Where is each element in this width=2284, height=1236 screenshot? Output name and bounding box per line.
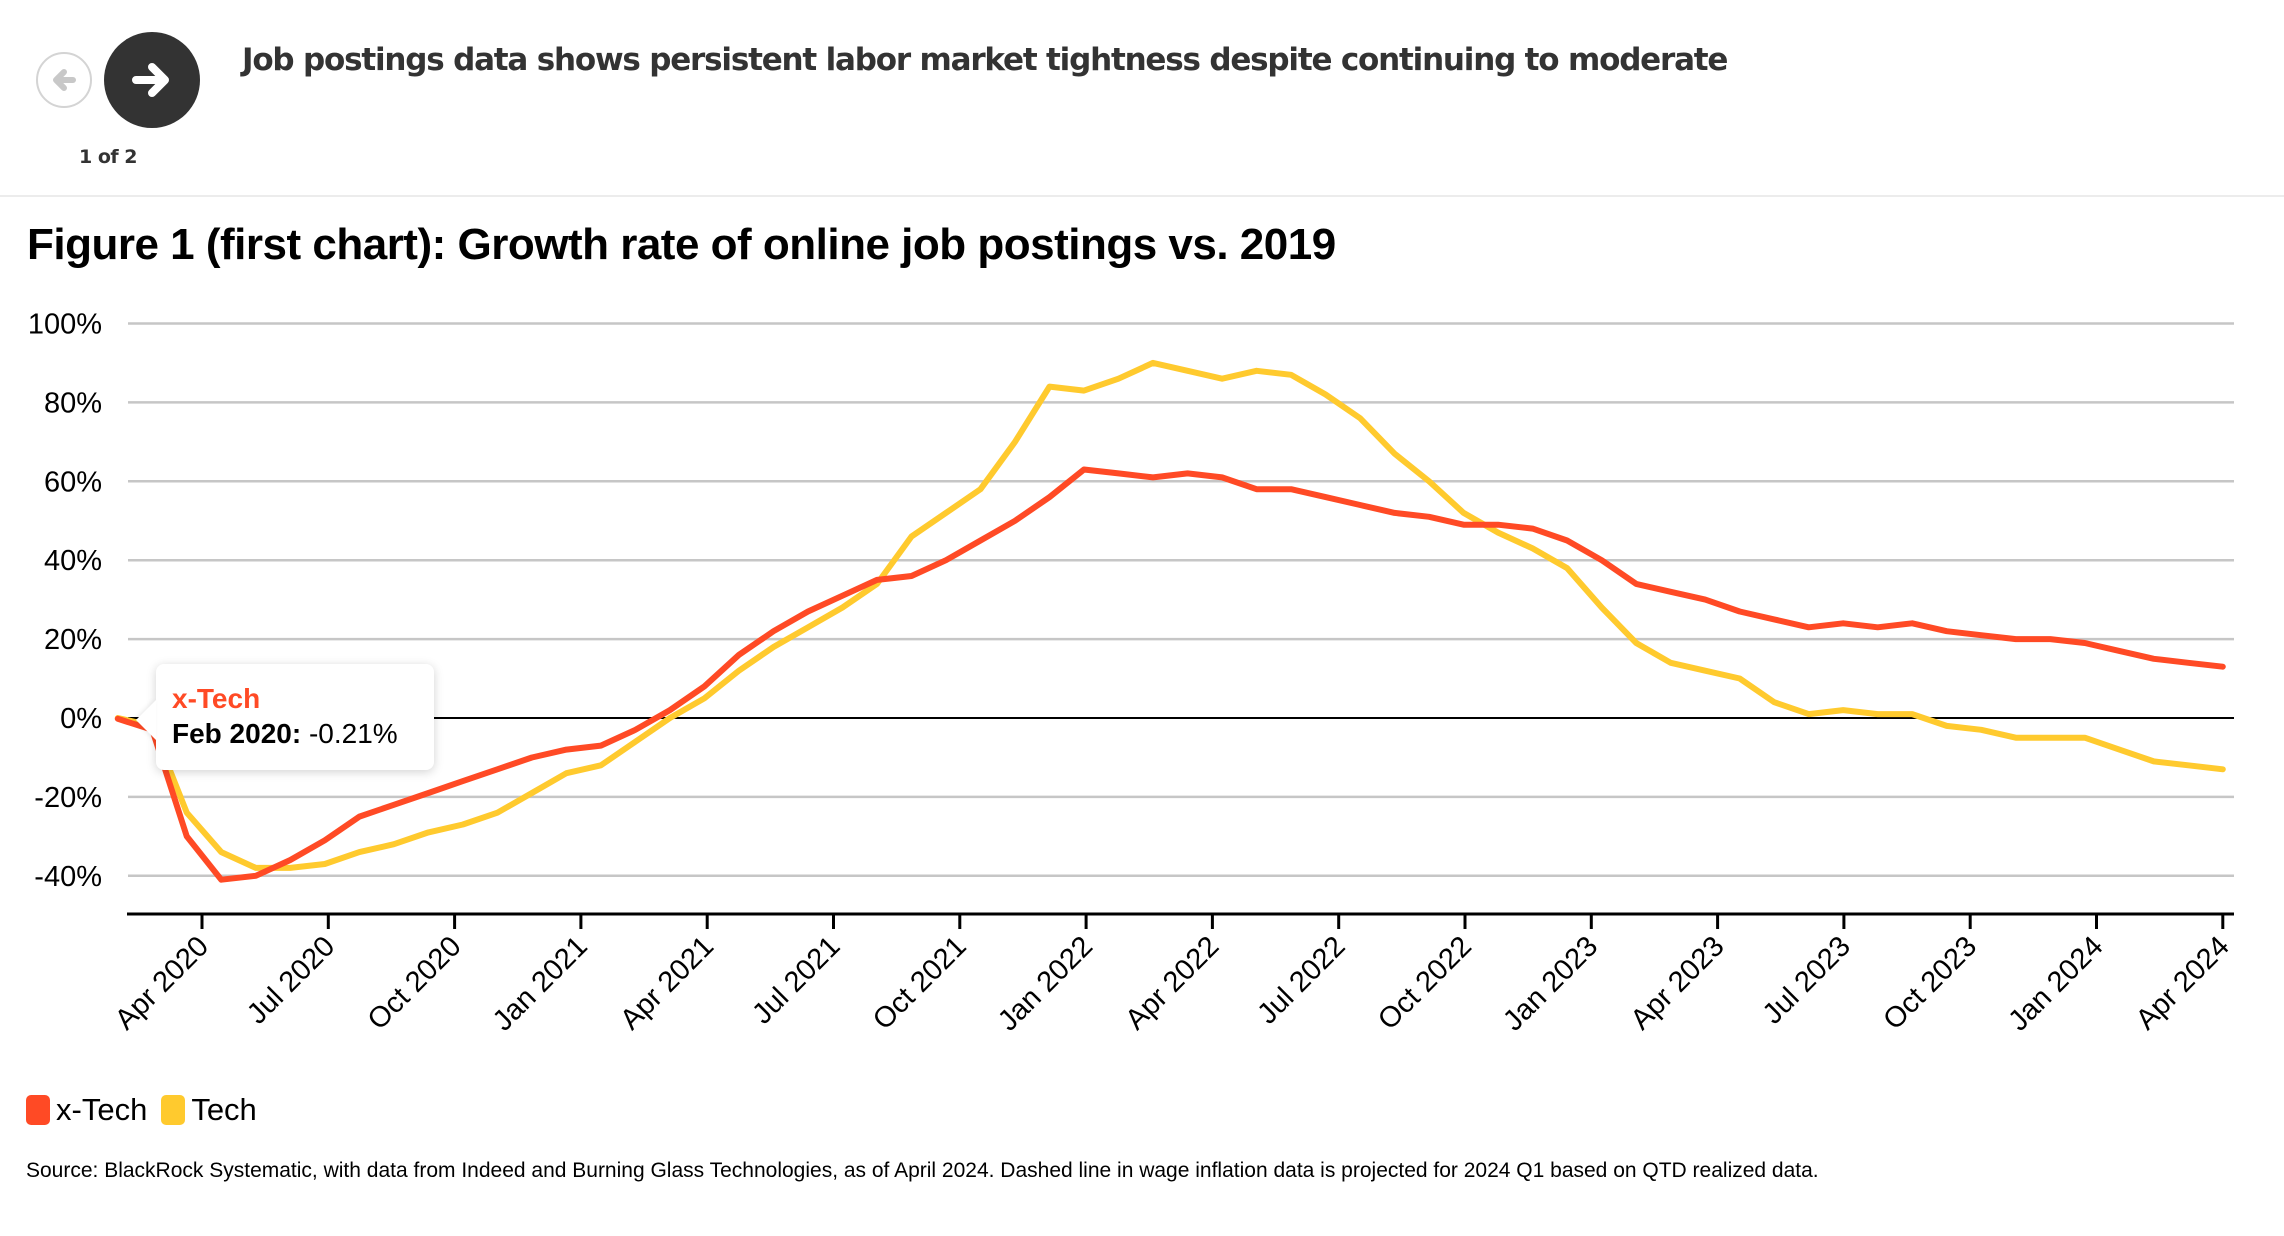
x-tick-label: Apr 2022 — [1119, 930, 1225, 1036]
y-tick-label: 40% — [44, 545, 102, 577]
y-tick-label: -40% — [34, 861, 102, 893]
next-button[interactable] — [104, 32, 200, 128]
page-indicator: 1 of 2 — [79, 146, 138, 168]
header-divider — [0, 195, 2284, 197]
x-tick-label: Apr 2020 — [109, 930, 215, 1036]
y-tick-label: 0% — [60, 703, 102, 735]
arrow-left-icon — [53, 69, 76, 91]
series-line-tech[interactable] — [114, 359, 2226, 871]
gridlines — [128, 322, 2234, 878]
x-tick-label: Jan 2023 — [1497, 930, 1604, 1037]
x-tick-label: Oct 2020 — [362, 930, 468, 1036]
x-tick-label: Oct 2021 — [867, 930, 973, 1036]
x-tick-label: Jul 2022 — [1251, 930, 1351, 1030]
slide-header: 1 of 2 Job postings data shows persisten… — [0, 0, 2284, 196]
legend-label: x-Tech — [56, 1092, 148, 1127]
x-tick-label: Apr 2021 — [614, 930, 720, 1036]
legend-item-tech[interactable]: Tech — [161, 1092, 257, 1128]
arrow-right-icon — [132, 63, 169, 97]
y-tick-label: 80% — [44, 387, 102, 419]
chart-tooltip: x-Tech Feb 2020: -0.21% — [156, 664, 434, 770]
y-axis: -40% -20% 0% 20% 40% 60% 80% 100% — [28, 309, 102, 893]
legend: x-Tech Tech — [26, 1092, 271, 1128]
tooltip-value-line: Feb 2020: -0.21% — [172, 716, 434, 752]
previous-button[interactable] — [36, 52, 92, 108]
x-tick-label: Oct 2022 — [1372, 930, 1478, 1036]
x-tick-label: Apr 2024 — [2130, 930, 2236, 1036]
tooltip-date: Feb 2020: — [172, 718, 302, 749]
x-tick-label: Jul 2023 — [1757, 930, 1857, 1030]
series-lines — [114, 359, 2226, 883]
x-axis: Apr 2020 Jul 2020 Oct 2020 Jan 2021 Apr 2021… — [109, 912, 2236, 1037]
x-tick-label: Jan 2024 — [2002, 930, 2109, 1037]
x-tick-label: Jan 2021 — [487, 930, 594, 1037]
tooltip-series: x-Tech — [172, 683, 261, 714]
x-tick-label: Oct 2023 — [1877, 930, 1983, 1036]
x-tick-label: Jul 2020 — [241, 930, 341, 1030]
legend-swatch-x-tech — [26, 1095, 50, 1125]
line-chart: -40% -20% 0% 20% 40% 60% 80% 100% Apr 2020 Jul 2… — [28, 309, 2236, 1038]
x-tick-label: Jan 2022 — [992, 930, 1099, 1037]
legend-swatch-tech — [161, 1095, 186, 1125]
legend-label: Tech — [191, 1092, 257, 1127]
source-note: Source: BlackRock Systematic, with data … — [26, 1159, 1819, 1182]
slide-title: Job postings data shows persistent labor… — [242, 42, 1728, 78]
x-tick-label: Jul 2021 — [746, 930, 846, 1030]
series-line-x-tech[interactable] — [114, 466, 2226, 883]
y-tick-label: 100% — [28, 309, 102, 341]
tooltip-value: -0.21% — [308, 718, 398, 749]
y-tick-label: -20% — [34, 782, 102, 814]
y-tick-label: 20% — [44, 624, 102, 656]
legend-item-x-tech[interactable]: x-Tech — [26, 1092, 147, 1128]
x-tick-label: Apr 2023 — [1625, 930, 1731, 1036]
y-tick-label: 60% — [44, 466, 102, 498]
figure-title: Figure 1 (first chart): Growth rate of o… — [27, 220, 1336, 269]
